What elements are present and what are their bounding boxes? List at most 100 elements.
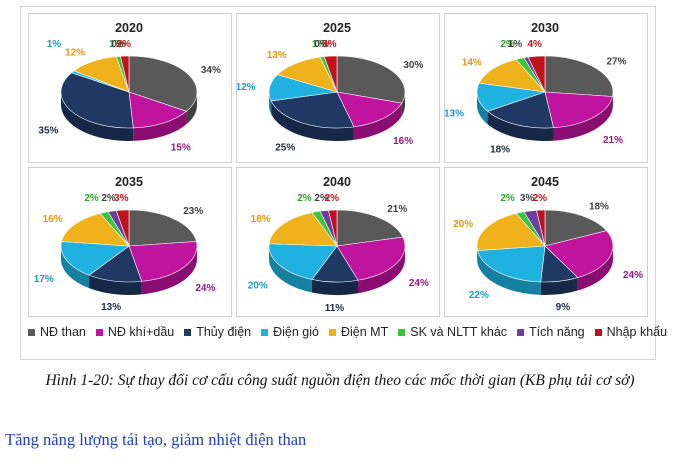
legend-item: Thủy điện	[184, 325, 251, 339]
pie-slice	[115, 209, 130, 247]
legend-label: NĐ khí+dầu	[107, 325, 175, 339]
chart-figure: 2020 34% 15% 35% 1% 12% 1% 0% 2% 2025 30% 16% 25% 12…	[20, 6, 656, 360]
legend-swatch	[184, 328, 192, 336]
pie-data-label: 35%	[38, 125, 58, 136]
pie-slice-side	[353, 103, 402, 140]
legend-item: Nhập khẩu	[594, 325, 668, 339]
pie-slice-side	[311, 279, 359, 295]
legend-swatch	[329, 328, 336, 336]
pie-data-label: 11%	[325, 303, 345, 314]
pie-data-label: 30%	[403, 60, 423, 71]
pie-chart-svg: 2025 30% 16% 25% 12% 13% 1%0%3%	[237, 21, 423, 153]
pie-slice	[88, 245, 143, 283]
footer-text: Tăng năng lượng tái tạo, giảm nhiệt điện…	[5, 430, 307, 449]
pie-data-label: 1%	[109, 39, 124, 50]
legend-item: Điện MT	[329, 325, 388, 339]
legend-label: Điện gió	[273, 325, 319, 339]
pie-data-label: 25%	[275, 142, 295, 153]
pie-slice	[478, 59, 546, 93]
pie-data-label: 22%	[469, 290, 489, 301]
legend-swatch	[517, 328, 525, 336]
pie-data-label: 24%	[195, 283, 215, 294]
pie-data-label: 1%	[508, 39, 523, 50]
pie-data-label: 2%	[101, 193, 116, 204]
pie-data-label: 23%	[183, 206, 203, 217]
pie-data-label: 2%	[84, 193, 99, 204]
pie-data-label: 16%	[393, 136, 413, 147]
pie-slice-side	[61, 92, 134, 141]
pie-title: 2030	[531, 21, 559, 35]
pie-slice-side	[487, 111, 554, 141]
pie-slice	[336, 91, 403, 128]
pie-data-label: 4%	[527, 39, 542, 50]
pie-data-label: 13%	[101, 302, 121, 313]
figure-caption: Hình 1-20: Sự thay đổi cơ cấu công suất …	[45, 372, 635, 389]
pie-slice	[544, 91, 613, 129]
pie-data-label: 16%	[43, 214, 63, 225]
pie-slice-side	[477, 250, 541, 295]
pie-data-label: 3%	[520, 193, 535, 204]
legend-swatch	[95, 328, 103, 336]
pie-title: 2025	[323, 21, 351, 35]
pie-slice	[476, 213, 546, 251]
chart-legend: NĐ than NĐ khí+dầu Thủy điện Điện gió Điện M…	[28, 322, 667, 342]
pie-data-label: 20%	[248, 281, 268, 292]
pie-slice	[486, 91, 554, 129]
pie-panel-2045: 2045 18% 24% 9% 22% 20% 2% 3% 2%	[444, 167, 648, 317]
pie-data-label: 14%	[462, 57, 482, 68]
pie-slice-side	[89, 275, 142, 295]
pie-data-label: 21%	[387, 204, 407, 215]
pie-data-label: 0%	[314, 39, 329, 50]
legend-label: SK và NLTT khác	[410, 325, 508, 339]
pie-data-label: 9%	[556, 302, 571, 313]
pie-slice	[60, 72, 134, 129]
pie-slice-side	[186, 92, 197, 125]
legend-label: Điện MT	[341, 325, 389, 339]
pie-slice-side	[477, 92, 488, 125]
pie-title: 2045	[531, 175, 559, 189]
pie-data-label: 18%	[251, 214, 271, 225]
pie-panel-2040: 2040 21% 24% 11% 20% 18% 2% 2% 2%	[236, 167, 440, 317]
pie-title: 2020	[115, 21, 143, 35]
pie-panel-2035: 2035 23% 24% 13% 17% 16% 2% 2% 3%	[28, 167, 232, 317]
pie-data-label: 17%	[34, 274, 54, 285]
pie-panel-2030: 2030 27% 21% 18% 13% 14% 2% 1% 4%	[444, 13, 648, 163]
pie-slice-side	[553, 96, 613, 141]
pie-data-label: 2%	[533, 193, 548, 204]
pie-slice-side	[269, 246, 312, 293]
legend-swatch	[594, 328, 602, 336]
pie-slice	[61, 213, 130, 247]
pie-data-label: 18%	[589, 201, 609, 212]
legend-item: Điện gió	[261, 325, 319, 339]
pie-slice	[270, 91, 355, 129]
legend-label: Nhập khẩu	[606, 325, 668, 339]
pie-slice	[328, 209, 338, 247]
pie-data-label: 1%	[312, 39, 327, 50]
pie-slice	[544, 55, 614, 97]
pie-data-label: 2%	[297, 193, 312, 204]
pie-data-label: 1%	[47, 39, 62, 50]
pie-data-label: 24%	[623, 270, 643, 281]
pie-data-label: 34%	[201, 65, 221, 76]
pie-slice	[120, 55, 130, 93]
pie-data-label: 2%	[500, 193, 515, 204]
pie-title: 2040	[323, 175, 351, 189]
legend-label: NĐ than	[40, 325, 86, 339]
pie-slice	[336, 55, 406, 104]
legend-label: Tích năng	[529, 325, 585, 339]
pie-slice	[536, 209, 546, 247]
legend-swatch	[261, 328, 269, 336]
pie-slice	[60, 241, 130, 276]
pie-panel-2025: 2025 30% 16% 25% 12% 13% 1% 0% 3%	[236, 13, 440, 163]
pie-slice-side	[577, 246, 613, 291]
pie-slice-side	[141, 246, 197, 295]
pie-slice	[477, 245, 546, 283]
legend-swatch	[398, 328, 406, 336]
pie-data-label: 0%	[111, 39, 126, 50]
pie-data-label: 2%	[325, 193, 340, 204]
pie-data-label: 13%	[267, 50, 287, 61]
pie-slice	[128, 91, 188, 129]
